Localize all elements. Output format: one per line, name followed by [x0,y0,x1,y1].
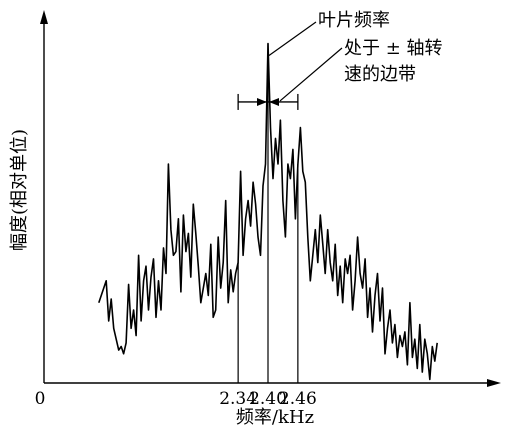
annotation-blade-frequency: 叶片频率 [318,10,390,31]
x-axis-label: 频率/kHz [236,407,314,428]
y-axis-arrow [40,10,48,24]
tick-label-2.40: 2.40 [249,389,287,409]
axes-layer [40,10,501,387]
y-axis-label: 幅度(相对单位) [9,129,30,251]
spectrum-line [98,42,438,381]
origin-label: 0 [35,389,46,409]
tick-label-2.46: 2.46 [279,389,317,409]
annotation-sideband-line1: 处于 ± 轴转 [344,38,443,59]
sideband-markers [237,93,299,110]
x-axis-arrow [487,379,501,387]
sideband-leader-line [279,47,343,102]
sideband-left-arrowhead [257,97,267,106]
ticks-layer: 2.342.402.46 [219,43,317,409]
tick-label-2.34: 2.34 [219,389,257,409]
annotation-sideband-line2: 速的边带 [344,64,416,85]
sideband-right-arrowhead [269,97,279,106]
blade-frequency-leader-line [268,21,317,57]
